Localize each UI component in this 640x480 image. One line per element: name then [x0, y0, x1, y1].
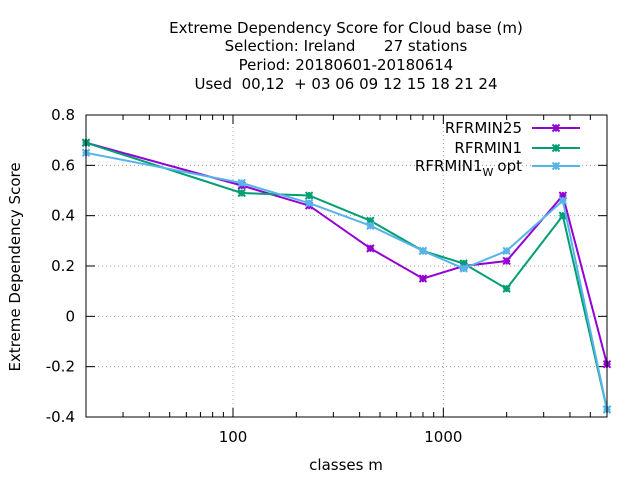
y-tick-label: 0: [65, 307, 75, 325]
legend-label: RFRMIN25: [445, 119, 522, 137]
y-tick-label: -0.2: [46, 358, 75, 376]
series-3: [81, 148, 612, 414]
data-point: [366, 216, 375, 225]
series-line: [85, 151, 608, 410]
data-point: [237, 178, 246, 188]
data-point: [551, 161, 561, 171]
series-line: [85, 141, 608, 410]
data-point: [558, 211, 568, 220]
series-line: [85, 141, 608, 365]
data-point: [418, 246, 428, 256]
y-tick-label: 0.2: [51, 257, 75, 275]
data-point: [558, 191, 568, 200]
legend-label-part: RFRMIN1: [415, 157, 483, 175]
data-point: [304, 191, 314, 200]
plot-frame: [85, 114, 608, 418]
data-point: [459, 259, 468, 268]
data-point: [551, 123, 561, 133]
data-point: [502, 256, 511, 266]
data-point: [304, 198, 314, 208]
data-point: [551, 143, 561, 153]
legend-label: RFRMIN1: [454, 139, 522, 157]
legend-label-part: opt: [497, 157, 522, 175]
y-tick-label: 0.8: [51, 106, 75, 124]
data-point: [502, 246, 511, 256]
title-line-4: Used 00,12 + 03 06 09 12 15 18 21 24: [195, 75, 498, 93]
y-tick-label: 0.4: [51, 207, 75, 225]
title-line-3: Period: 20180601-20180614: [239, 56, 454, 74]
x-tick-label: 1000: [424, 428, 462, 446]
data-point: [237, 188, 246, 198]
series-layer: [81, 138, 612, 414]
y-tick-label: -0.4: [46, 408, 75, 426]
data-point: [558, 196, 568, 205]
title-line-2: Selection: Ireland 27 stations: [225, 37, 468, 55]
x-tick-label: 100: [219, 428, 248, 446]
data-point: [366, 244, 375, 253]
data-point: [502, 284, 511, 293]
data-point: [459, 264, 468, 273]
y-tick-label: 0.6: [51, 156, 75, 174]
legend-label: RFRMIN1W opt: [415, 157, 522, 179]
x-axis-label: classes m: [309, 456, 383, 474]
data-point: [418, 274, 428, 283]
grid: [86, 115, 607, 417]
legend-label-subscript: W: [483, 166, 494, 179]
data-point: [366, 221, 375, 230]
series-2: [81, 138, 612, 414]
series-1: [81, 138, 612, 369]
y-axis-label: Extreme Dependency Score: [6, 162, 24, 371]
title-line-1: Extreme Dependency Score for Cloud base …: [169, 19, 523, 37]
